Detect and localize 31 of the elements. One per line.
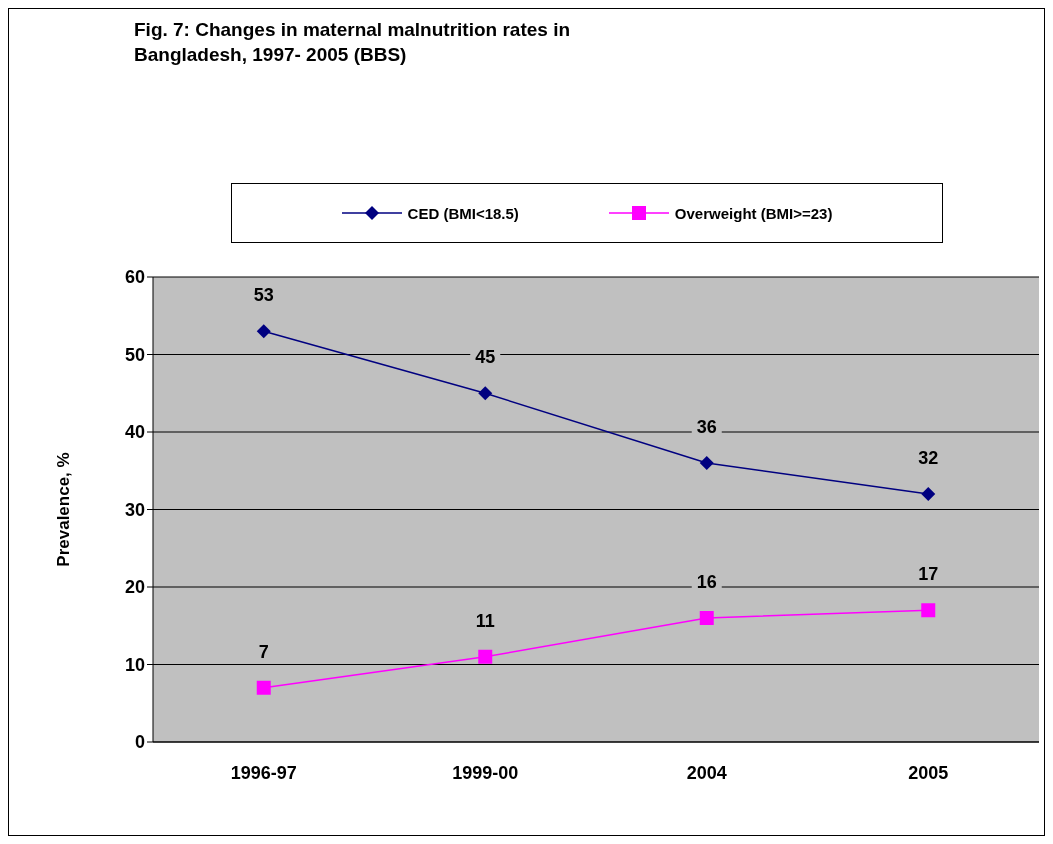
y-tick-label: 40 [124, 422, 145, 443]
point [699, 456, 714, 470]
data-label: 32 [918, 448, 939, 468]
y-tick-label: 20 [124, 577, 145, 598]
y-tick-label: 50 [124, 344, 145, 365]
data-label: 7 [258, 641, 269, 662]
point [478, 386, 493, 401]
y-axis-title: Prevalence, % [54, 452, 74, 567]
y-tick-label: 0 [134, 732, 145, 753]
point [256, 680, 271, 695]
data-label: 11 [475, 610, 495, 631]
point [699, 611, 714, 625]
data-label: 53 [253, 285, 274, 306]
y-tick-label: 60 [124, 267, 145, 288]
point [478, 649, 493, 664]
chart-title: Fig. 7: Changes in maternal malnutrition rates in Bangladesh, 1997- 2005 (BBS) [134, 18, 572, 67]
y-tick-label: 10 [124, 654, 145, 675]
x-tick-label: 2004 [686, 762, 727, 783]
y-tick-label: 30 [124, 499, 145, 520]
x-tick-label: 1996-97 [230, 762, 297, 783]
point [921, 603, 936, 618]
point [921, 487, 936, 501]
data-label: 36 [696, 417, 717, 437]
legend-label: CED (BMI<18.5) [407, 204, 519, 222]
data-label: 17 [918, 564, 939, 585]
x-tick-label: 2005 [908, 762, 949, 783]
point [256, 324, 271, 339]
legend-label: Overweight (BMI>=23) [674, 204, 833, 222]
data-label: 45 [475, 347, 496, 368]
x-tick-label: 1999-00 [452, 762, 519, 783]
data-label: 16 [696, 572, 717, 592]
